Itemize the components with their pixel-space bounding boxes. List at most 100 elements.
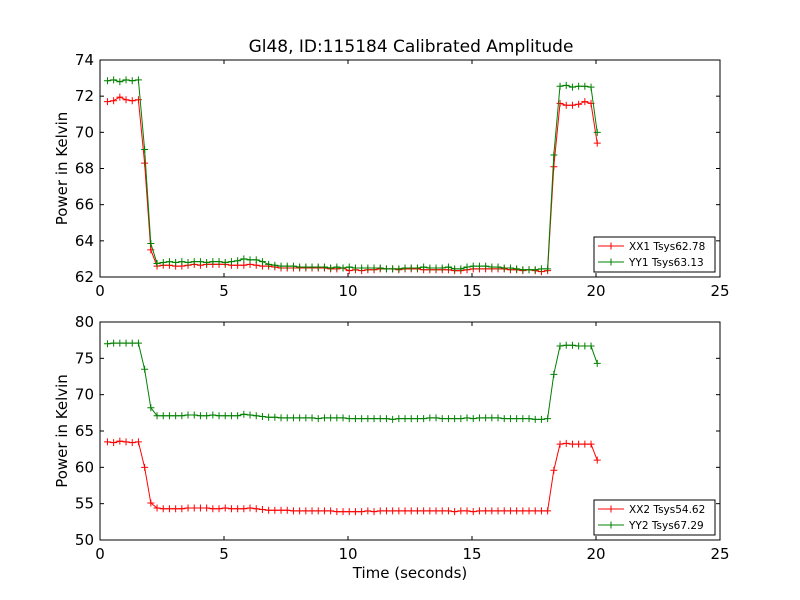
top-series-2-point	[494, 263, 502, 271]
bottom-series-2-point	[395, 415, 403, 423]
bottom-series-1-point	[500, 507, 508, 515]
top-series-2-point	[153, 259, 161, 267]
top-series-1-point	[581, 98, 589, 106]
top-series-2-point	[389, 265, 397, 273]
top-series-2-point	[184, 259, 192, 267]
bottom-series-2-point	[488, 414, 496, 422]
bottom-series-1-point	[426, 507, 434, 515]
bottom-series-2-point	[475, 414, 483, 422]
top-series-2-point	[221, 259, 229, 267]
top-series-2-point	[209, 258, 217, 266]
bottom-series-2-point	[500, 415, 508, 423]
top-y-tick-label: 64	[75, 232, 94, 250]
top-series-2-point	[178, 258, 186, 266]
top-series-2-point	[333, 263, 341, 271]
top-series-2-point	[345, 263, 353, 271]
bottom-series-2-point	[581, 342, 589, 350]
bottom-series-2-point	[234, 412, 242, 420]
bottom-series-2-point	[575, 342, 583, 350]
bottom-series-1-point	[165, 505, 173, 513]
bottom-series-2-point	[240, 410, 248, 418]
bottom-series-1-point	[320, 507, 328, 515]
top-series-2-point	[196, 258, 204, 266]
bottom-series-1-point	[482, 507, 490, 515]
bottom-series-2-point	[382, 415, 390, 423]
top-legend-label: XX1 Tsys62.78	[629, 241, 705, 253]
bottom-series-1-point	[494, 507, 502, 515]
bottom-series-1-point	[246, 504, 254, 512]
bottom-legend-box	[593, 499, 716, 536]
top-series-2-point	[451, 265, 459, 273]
bottom-series-1-point	[370, 508, 378, 516]
bottom-series-1-point	[376, 507, 384, 515]
top-series-2-point	[407, 264, 415, 272]
bottom-series-1-point	[122, 438, 130, 446]
bottom-series-2-point	[345, 415, 353, 423]
bottom-series-1-point	[141, 463, 149, 471]
top-series-2-point	[562, 81, 570, 89]
top-series-2-point	[165, 258, 173, 266]
bottom-series-1-point	[333, 508, 341, 516]
bottom-series-1-point	[128, 439, 136, 447]
top-series-2-point	[482, 262, 490, 270]
bottom-series-2-point	[190, 411, 198, 419]
top-series-2-point	[544, 265, 552, 273]
bottom-series-1-point	[172, 505, 180, 513]
top-series-2-point	[234, 257, 242, 265]
bottom-series-2-point	[438, 415, 446, 423]
bottom-series-2-point	[258, 412, 266, 420]
bottom-series-1-point	[537, 507, 545, 515]
top-series-2-point	[531, 266, 539, 274]
bottom-series-1-point	[134, 438, 142, 446]
bottom-series-1-point	[339, 508, 347, 516]
top-series-2-point	[500, 264, 508, 272]
top-series-2-point	[413, 264, 421, 272]
bottom-series-2-point	[252, 412, 260, 420]
top-series-2-point	[581, 82, 589, 90]
top-y-tick-label: 66	[75, 196, 94, 214]
bottom-series-1-point	[296, 507, 304, 515]
top-y-tick-label: 72	[75, 87, 94, 105]
bottom-series-1-point	[562, 439, 570, 447]
bottom-series-1-point	[444, 507, 452, 515]
top-series-2-point	[327, 264, 335, 272]
bottom-series-1-point	[420, 507, 428, 515]
top-series-2-point	[513, 265, 521, 273]
bottom-x-tick-label: 5	[219, 545, 229, 563]
bottom-series-2-point	[593, 359, 601, 367]
bottom-series-2-point	[147, 404, 155, 412]
top-series-2-point	[587, 83, 595, 91]
bottom-series-1-point	[327, 507, 335, 515]
bottom-series-2-point	[339, 414, 347, 422]
bottom-series-2-point	[178, 412, 186, 420]
bottom-series-1-point	[103, 438, 111, 446]
top-series-2-point	[376, 264, 384, 272]
bottom-series-2-point	[370, 415, 378, 423]
top-series-2-point	[271, 261, 279, 269]
top-series-2-point	[283, 262, 291, 270]
bottom-series-1-point	[364, 507, 372, 515]
bottom-y-tick-label: 70	[75, 386, 94, 404]
top-series-2-point	[227, 258, 235, 266]
bottom-series-2-point	[463, 414, 471, 422]
bottom-y-tick-label: 60	[75, 458, 94, 476]
bottom-series-1-point	[401, 507, 409, 515]
bottom-series-1-point	[345, 508, 353, 516]
top-series-2-point	[426, 264, 434, 272]
top-series-1-point	[562, 101, 570, 109]
bottom-legend-swatch-marker	[607, 521, 615, 529]
bottom-series-2-point	[246, 411, 254, 419]
top-series-2-point	[463, 263, 471, 271]
bottom-series-2-point	[128, 339, 136, 347]
bottom-series-2-point	[221, 412, 229, 420]
top-y-axis-label: Power in Kelvin	[53, 112, 71, 226]
top-series-2-point	[172, 259, 180, 267]
bottom-series-2-point	[159, 412, 167, 420]
top-series-1-point	[116, 93, 124, 101]
bottom-series-1-point	[209, 505, 217, 513]
top-series-2-point	[444, 263, 452, 271]
top-series-2-point	[147, 240, 155, 248]
bottom-series-1-point	[283, 506, 291, 514]
bottom-series-1-point	[550, 466, 558, 474]
